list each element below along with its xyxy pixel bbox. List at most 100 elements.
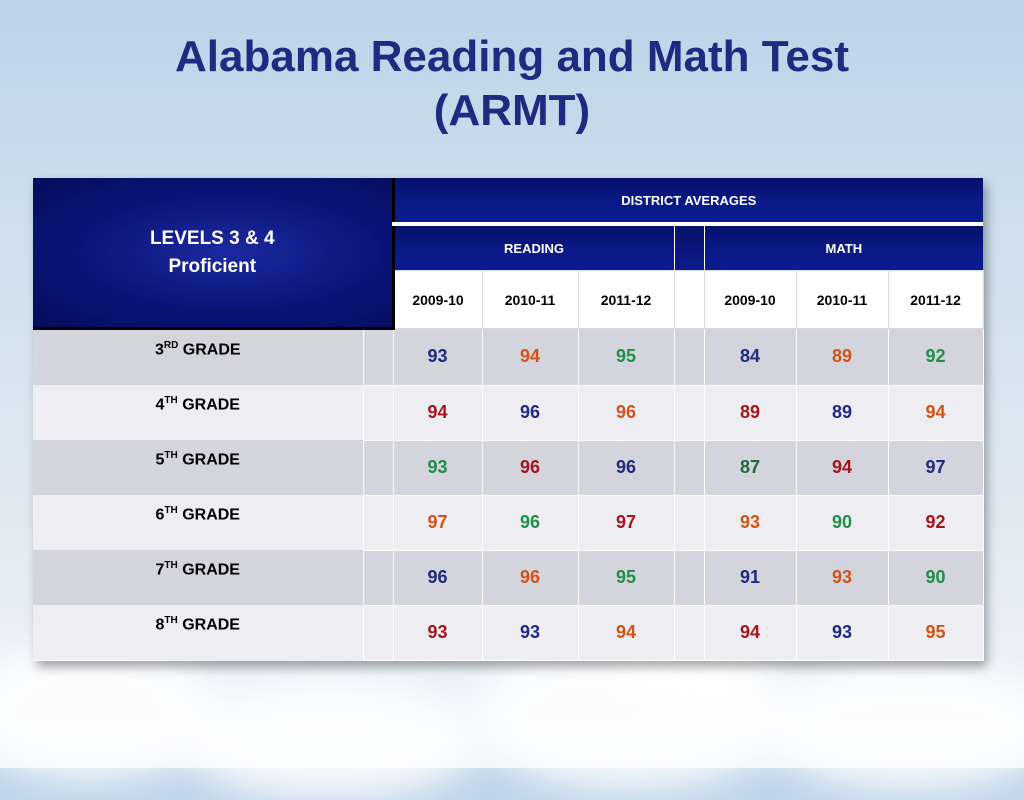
math-year-3: 2011-12 [887,270,984,329]
table-row: 5TH GRADE 93 96 96 87 94 97 [33,439,984,496]
grade-label: 5TH GRADE [33,440,363,495]
table-row: 4TH GRADE 94 96 96 89 89 94 [33,384,984,441]
reading-value-2011-12: 97 [577,494,675,551]
grade-suffix: TH [164,615,178,626]
math-value-2010-11: 90 [795,494,889,551]
math-value-2009-10: 91 [703,549,797,606]
row-spacer [362,384,394,441]
grade-suffix: TH [164,560,178,571]
math-value-2011-12: 92 [887,328,984,386]
grade-number: 6 [155,506,165,524]
reading-value-2009-10: 97 [392,494,483,551]
math-year-2: 2010-11 [795,270,889,329]
grade-label: 4TH GRADE [33,385,363,440]
grade-label: 8TH GRADE [33,605,363,660]
math-value-2009-10: 84 [703,328,797,386]
math-year-1: 2009-10 [703,270,797,329]
grade-number: 8 [155,616,165,634]
math-value-2009-10: 94 [703,604,797,661]
row-gap [673,604,705,661]
math-value-2009-10: 89 [703,384,797,441]
grade-word: GRADE [177,396,240,414]
year-gap [673,270,705,329]
title-line-1: Alabama Reading and Math Test [175,32,849,81]
grade-number: 4 [155,396,165,414]
grade-word: GRADE [177,451,240,469]
reading-value-2011-12: 96 [577,439,675,496]
math-value-2010-11: 93 [795,549,889,606]
math-value-2010-11: 89 [795,328,889,386]
math-value-2011-12: 97 [887,439,984,496]
reading-value-2009-10: 93 [392,604,483,661]
reading-header: READING [393,224,675,271]
grade-word: GRADE [177,561,240,579]
math-value-2011-12: 95 [887,604,984,661]
row-spacer [362,494,394,551]
math-value-2010-11: 93 [795,604,889,661]
reading-year-1: 2009-10 [392,270,483,329]
row-spacer [362,328,394,386]
math-value-2010-11: 94 [795,439,889,496]
row-gap [673,549,705,606]
math-value-2010-11: 89 [795,384,889,441]
grade-suffix: TH [164,395,178,406]
grade-word: GRADE [177,616,240,634]
reading-value-2009-10: 93 [392,328,483,386]
cloud-decoration [180,680,480,800]
reading-value-2011-12: 95 [577,328,675,386]
grade-label: 3RD GRADE [33,328,363,385]
grade-suffix: TH [164,450,178,461]
reading-year-2: 2010-11 [481,270,579,329]
page-title: Alabama Reading and Math Test (ARMT) [0,30,1024,138]
row-spacer [362,549,394,606]
levels-label: LEVELS 3 & 4 [149,227,275,249]
reading-value-2010-11: 96 [481,439,579,496]
table-row: 7TH GRADE 96 96 95 91 93 90 [33,549,984,606]
row-gap [673,494,705,551]
proficient-label: Proficient [168,255,257,277]
reading-value-2010-11: 96 [481,494,579,551]
row-spacer [362,439,394,496]
cloud-decoration [0,640,220,780]
reading-value-2011-12: 95 [577,549,675,606]
table-row: 3RD GRADE 93 94 95 84 89 92 [33,328,984,386]
row-gap [673,328,705,386]
math-value-2009-10: 87 [703,439,797,496]
grade-suffix: TH [164,505,178,516]
grade-word: GRADE [178,341,241,359]
reading-value-2009-10: 93 [392,439,483,496]
row-spacer [362,604,394,661]
grade-number: 7 [155,561,165,579]
grade-label: 7TH GRADE [33,550,363,605]
reading-value-2010-11: 94 [481,328,579,386]
district-averages-header: DISTRICT AVERAGES [393,178,984,226]
row-gap [673,384,705,441]
table-row: 8TH GRADE 93 93 94 94 93 95 [33,604,984,661]
reading-value-2011-12: 94 [577,604,675,661]
reading-value-2010-11: 96 [481,384,579,441]
math-value-2009-10: 93 [703,494,797,551]
header-gap [673,224,705,271]
grade-number: 3 [154,341,164,359]
table-body: 3RD GRADE 93 94 95 84 89 92 4TH GRADE 94… [33,328,984,661]
math-value-2011-12: 94 [887,384,984,441]
reading-value-2010-11: 96 [481,549,579,606]
math-value-2011-12: 92 [887,494,984,551]
levels-header: LEVELS 3 & 4 Proficient [33,178,395,330]
row-gap [673,439,705,496]
grade-number: 5 [155,451,165,469]
math-header: MATH [704,224,984,271]
reading-value-2009-10: 96 [392,549,483,606]
table-row: 6TH GRADE 97 96 97 93 90 92 [33,494,984,551]
cloud-decoration [760,660,1024,790]
armt-results-table: LEVELS 3 & 4 Proficient DISTRICT AVERAGE… [33,178,984,661]
reading-value-2011-12: 96 [577,384,675,441]
grade-word: GRADE [177,506,240,524]
armt-table-container: LEVELS 3 & 4 Proficient DISTRICT AVERAGE… [33,178,984,661]
title-line-2: (ARMT) [433,86,591,135]
reading-year-3: 2011-12 [577,270,675,329]
grade-suffix: RD [163,340,179,351]
math-value-2011-12: 90 [887,549,984,606]
reading-value-2010-11: 93 [481,604,579,661]
grade-label: 6TH GRADE [33,495,363,550]
